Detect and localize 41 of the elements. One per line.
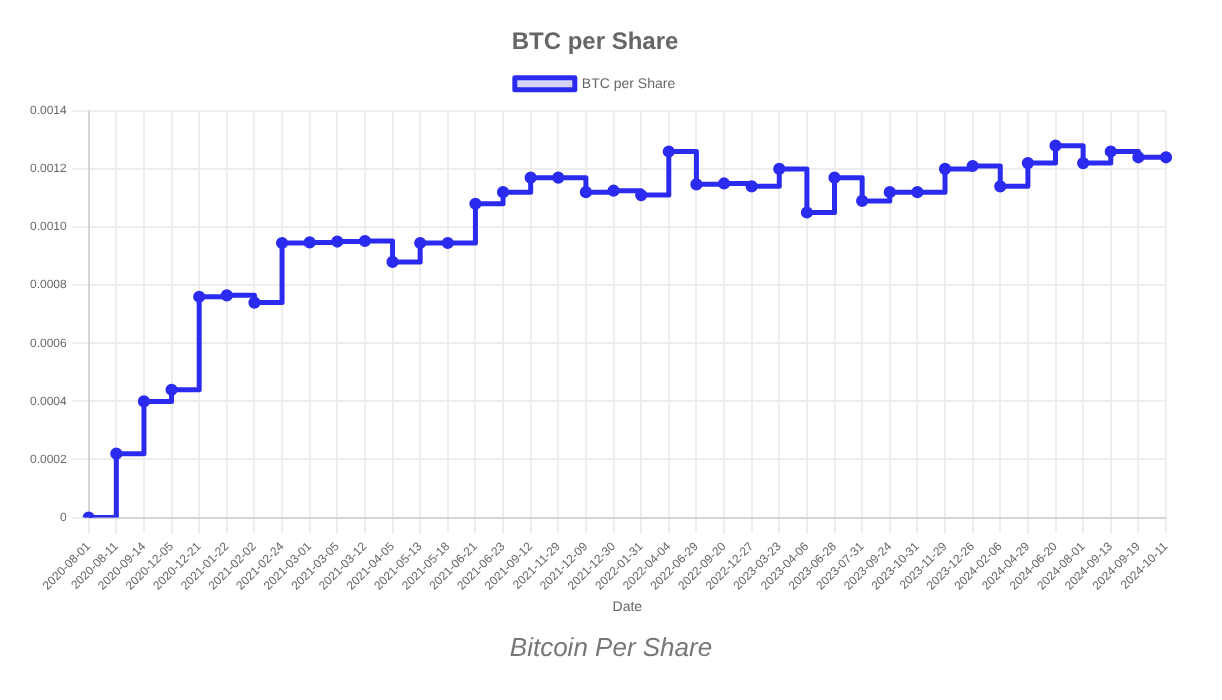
point [662, 145, 675, 158]
point [1159, 151, 1173, 164]
point [607, 184, 620, 197]
chart-title: BTC per Share [511, 27, 679, 56]
point [303, 236, 316, 249]
point [248, 296, 261, 309]
point [358, 234, 372, 248]
point [137, 395, 151, 408]
point [828, 171, 841, 184]
point [441, 236, 454, 250]
point [1132, 151, 1145, 164]
point [469, 197, 482, 210]
point [856, 194, 869, 207]
point [193, 290, 206, 303]
point [690, 178, 703, 191]
point [579, 186, 593, 199]
point [524, 171, 537, 184]
point [800, 206, 813, 219]
point [1049, 139, 1062, 152]
point [1077, 157, 1090, 170]
point [110, 447, 123, 460]
point [1104, 145, 1117, 158]
point [773, 162, 786, 176]
point [552, 171, 565, 184]
point [414, 236, 427, 250]
point [275, 236, 289, 250]
point [1021, 157, 1034, 170]
point [220, 289, 233, 302]
point [635, 188, 648, 202]
text: Bitcoin Per Share [507, 632, 715, 662]
point [717, 177, 731, 190]
point [386, 255, 399, 268]
point [745, 180, 758, 193]
point [994, 180, 1007, 193]
point [883, 186, 896, 199]
point [331, 235, 344, 248]
point [165, 383, 178, 396]
point [938, 162, 952, 176]
point [966, 159, 979, 173]
point [911, 186, 924, 199]
point [496, 186, 510, 199]
